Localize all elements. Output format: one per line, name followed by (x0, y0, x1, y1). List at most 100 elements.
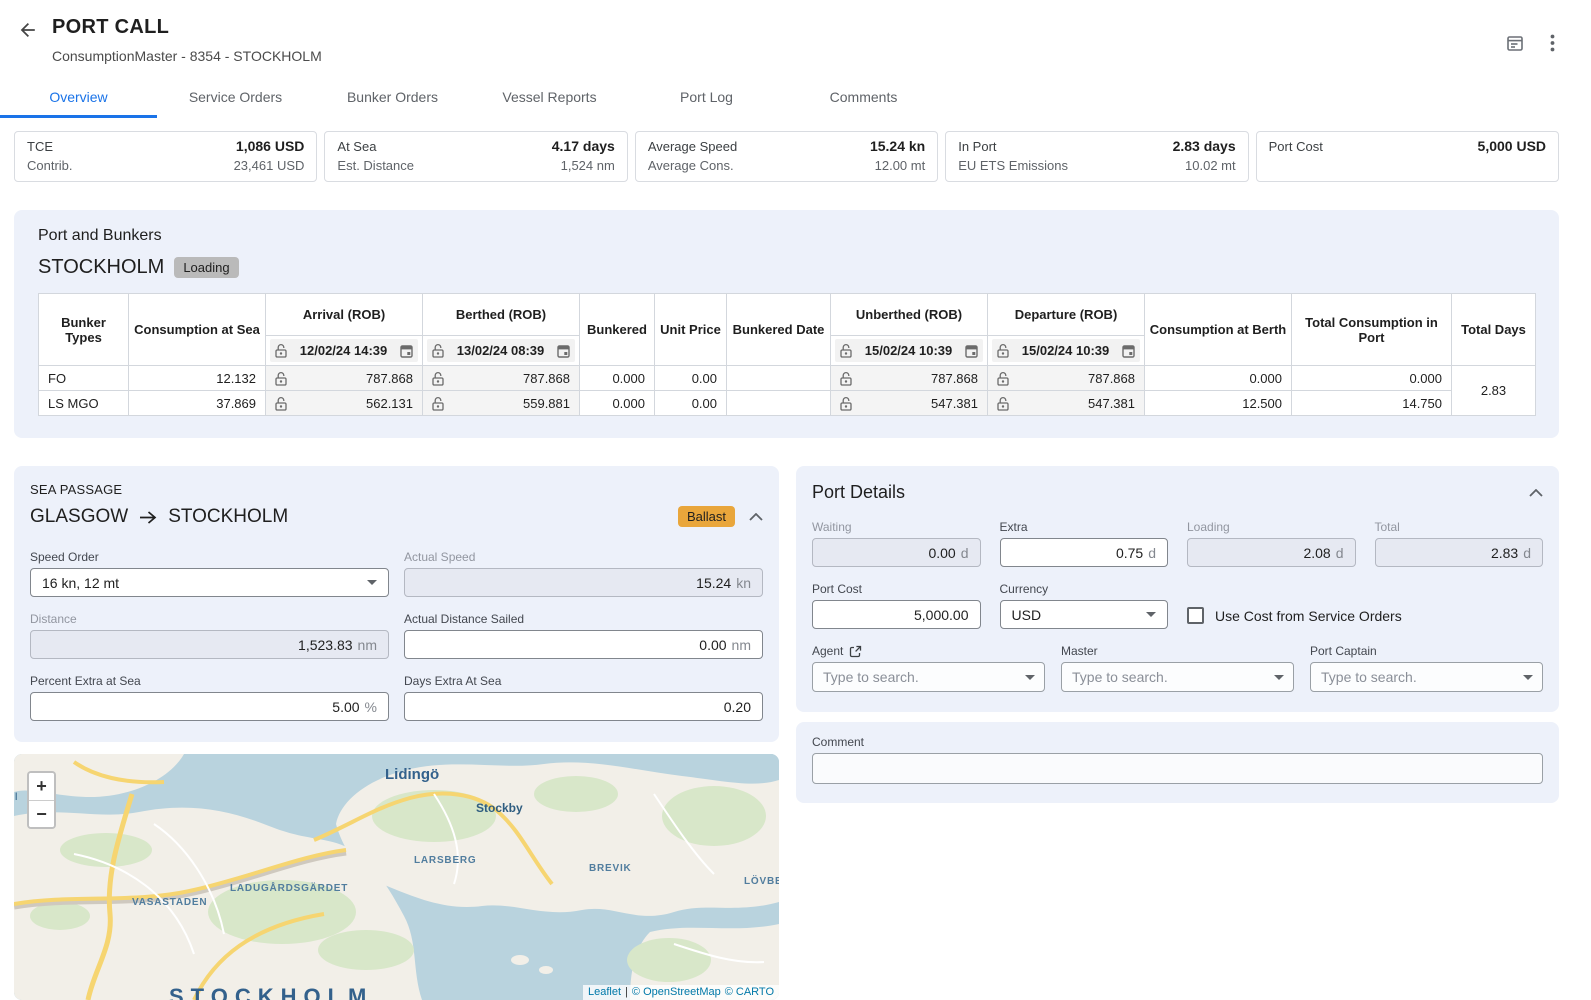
lock-open-icon[interactable] (997, 396, 1009, 411)
attribution-separator: | (625, 986, 628, 998)
calendar-icon[interactable] (557, 344, 570, 358)
kpi-row: TCE1,086 USD Contrib.23,461 USD At Sea4.… (14, 131, 1559, 182)
bunkered-cell[interactable]: 0.000 (580, 391, 655, 416)
unberthed-date-picker[interactable]: 15/02/24 10:39 (831, 336, 988, 366)
master-search-input[interactable] (1061, 662, 1294, 692)
use-cost-checkbox[interactable] (1187, 607, 1204, 624)
total-consumption-cell: 0.000 (1292, 366, 1452, 391)
lock-open-icon[interactable] (840, 396, 852, 411)
back-button[interactable] (16, 19, 38, 41)
lock-open-icon[interactable] (275, 396, 287, 411)
tab-bunker-orders[interactable]: Bunker Orders (314, 78, 471, 118)
speed-order-select[interactable]: 16 kn, 12 mt (30, 568, 389, 597)
consumption-at-sea-cell: 37.869 (129, 391, 266, 416)
port-details-section: Port Details Waiting 0.00 d Extra 0.75 (796, 466, 1559, 712)
extra-input[interactable]: 0.75 d (1000, 538, 1169, 567)
percent-extra-at-sea-input[interactable]: 5.00 % (30, 692, 389, 721)
map-label-vasastaden: VASASTADEN (132, 897, 207, 908)
agent-search-input[interactable] (812, 662, 1045, 692)
lock-open-icon[interactable] (432, 343, 444, 358)
calendar-icon[interactable] (965, 344, 978, 358)
tab-comments[interactable]: Comments (785, 78, 942, 118)
master-field: Master (1061, 644, 1294, 692)
field-value: 0.00 (699, 637, 726, 653)
kpi-value: 5,000 USD (1478, 136, 1546, 156)
lock-open-icon[interactable] (275, 343, 287, 358)
unit-price-cell[interactable]: 0.00 (655, 366, 727, 391)
comment-input[interactable] (812, 753, 1543, 784)
arrival-date-picker[interactable]: 12/02/24 14:39 (266, 336, 423, 366)
tab-port-log[interactable]: Port Log (628, 78, 785, 118)
map-label-lidingo: Lidingö (385, 766, 439, 783)
loading-field: Loading 2.08 d (1187, 520, 1356, 567)
zoom-out-button[interactable]: − (29, 800, 54, 827)
page-title: PORT CALL (52, 16, 322, 39)
route-destination: STOCKHOLM (168, 506, 288, 528)
waiting-input: 0.00 d (812, 538, 981, 567)
calendar-icon[interactable] (400, 344, 413, 358)
field-label: Waiting (812, 520, 981, 534)
lock-open-icon[interactable] (432, 396, 444, 411)
rob-value: 787.868 (366, 371, 413, 386)
bunkered-date-cell[interactable] (727, 391, 831, 416)
actual-distance-sailed-input[interactable]: 0.00 nm (404, 630, 763, 659)
lock-open-icon[interactable] (997, 343, 1009, 358)
more-options-button[interactable] (1550, 34, 1555, 52)
kpi-label: In Port (958, 137, 996, 157)
rob-value: 559.881 (523, 396, 570, 411)
calendar-range-button[interactable] (1506, 34, 1524, 52)
calendar-icon[interactable] (1122, 344, 1135, 358)
berthed-rob-cell: 787.868 (423, 366, 580, 391)
tab-bar: Overview Service Orders Bunker Orders Ve… (0, 78, 1591, 118)
map-label-lovberga: LÖVBER (744, 876, 779, 887)
collapse-chevron-up-icon[interactable] (749, 513, 763, 521)
berthed-date-picker[interactable]: 13/02/24 08:39 (423, 336, 580, 366)
osm-link[interactable]: © OpenStreetMap (632, 986, 721, 998)
col-consumption-at-sea: Consumption at Sea (129, 294, 266, 366)
selected-value: USD (1012, 607, 1042, 623)
lock-open-icon[interactable] (840, 371, 852, 386)
currency-select[interactable]: USD (1000, 600, 1169, 629)
tab-overview[interactable]: Overview (0, 78, 157, 118)
days-extra-at-sea-field: Days Extra At Sea 0.20 (404, 674, 763, 721)
chevron-down-icon (1523, 675, 1533, 680)
kpi-card-port-cost: Port Cost5,000 USD (1256, 131, 1559, 182)
lock-open-icon[interactable] (997, 371, 1009, 386)
port-name: STOCKHOLM (38, 256, 164, 279)
map-graphics (14, 754, 779, 1000)
map[interactable]: Lidingö Stockby LARSBERG BREVIK LÖVBER V… (14, 754, 779, 1000)
lock-open-icon[interactable] (275, 371, 287, 386)
map-label-ladugardsgardet: LADUGÅRDSGÄRDET (230, 883, 348, 894)
unit-price-cell[interactable]: 0.00 (655, 391, 727, 416)
actual-distance-sailed-field: Actual Distance Sailed 0.00 nm (404, 612, 763, 659)
departure-date[interactable]: 15/02/24 10:39 (1013, 343, 1118, 358)
carto-link[interactable]: © CARTO (725, 986, 774, 998)
leaflet-link[interactable]: Leaflet (588, 986, 621, 998)
arrival-date[interactable]: 12/02/24 14:39 (291, 343, 396, 358)
days-extra-at-sea-input[interactable]: 0.20 (404, 692, 763, 721)
field-label: Port Cost (812, 582, 981, 596)
berthed-rob-cell: 559.881 (423, 391, 580, 416)
zoom-in-button[interactable]: + (29, 773, 54, 800)
tab-service-orders[interactable]: Service Orders (157, 78, 314, 118)
collapse-chevron-up-icon[interactable] (1529, 489, 1543, 497)
total-field: Total 2.83 d (1375, 520, 1544, 567)
kebab-menu-icon (1550, 34, 1555, 52)
bunker-type-cell: FO (39, 366, 129, 391)
departure-date-picker[interactable]: 15/02/24 10:39 (988, 336, 1145, 366)
lock-open-icon[interactable] (432, 371, 444, 386)
lock-open-icon[interactable] (840, 343, 852, 358)
field-value: 5,000.00 (914, 607, 969, 623)
comment-section: Comment (796, 722, 1559, 803)
bunkered-date-cell[interactable] (727, 366, 831, 391)
tab-vessel-reports[interactable]: Vessel Reports (471, 78, 628, 118)
external-link-icon[interactable] (849, 645, 862, 658)
port-cost-input[interactable]: 5,000.00 (812, 600, 981, 629)
port-captain-field: Port Captain (1310, 644, 1543, 692)
unberthed-date[interactable]: 15/02/24 10:39 (856, 343, 961, 358)
map-label-partial: ol (14, 792, 19, 803)
bunkered-cell[interactable]: 0.000 (580, 366, 655, 391)
berthed-date[interactable]: 13/02/24 08:39 (448, 343, 553, 358)
port-captain-search-input[interactable] (1310, 662, 1543, 692)
consumption-at-berth-cell: 12.500 (1145, 391, 1292, 416)
